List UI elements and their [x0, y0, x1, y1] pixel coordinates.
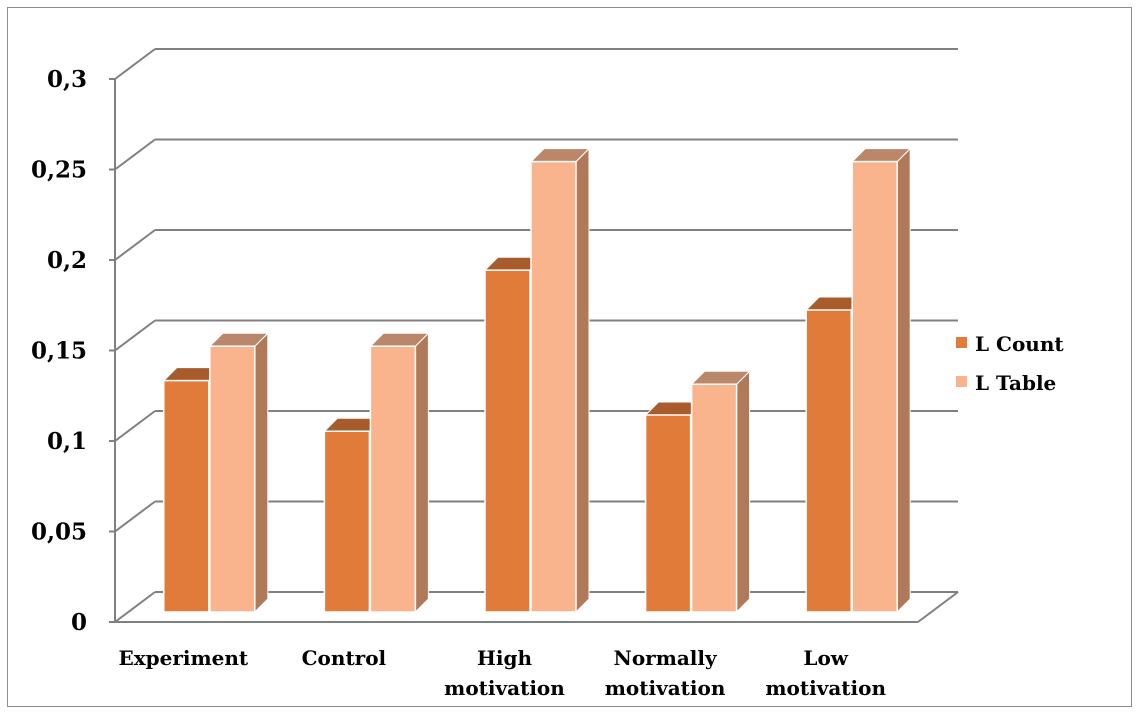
bar-side: [736, 370, 751, 614]
bar-front: [369, 345, 417, 613]
y-tick-label: 0: [71, 609, 87, 636]
y-tick-label: 0,15: [31, 338, 87, 365]
bar-front: [805, 309, 852, 613]
bar-front: [644, 414, 692, 613]
y-tick-label: 0,25: [31, 157, 87, 184]
gridline-depth: [114, 48, 156, 80]
bar: [690, 370, 751, 614]
y-tick-label: 0,3: [47, 66, 87, 93]
bar: [529, 147, 591, 614]
bars: [162, 147, 912, 614]
gridline-depth: [114, 319, 156, 352]
bar: [369, 332, 430, 614]
gridline-depth: [114, 138, 156, 171]
bar-front: [484, 269, 531, 613]
y-axis-tick-labels: 0 0,05 0,1 0,15 0,2 0,25 0,3: [31, 66, 87, 636]
y-tick-label: 0,1: [47, 428, 87, 455]
legend-label: L Count: [975, 332, 1064, 356]
bar-side: [254, 332, 269, 614]
x-category-label: Low: [803, 646, 848, 670]
legend-swatch: [956, 337, 967, 348]
x-category-label: motivation: [765, 676, 886, 700]
legend-swatch: [956, 376, 967, 387]
floor-right-edge: [917, 591, 959, 623]
gridline-depth: [114, 410, 156, 442]
bar: [208, 332, 270, 614]
x-category-label: Normally: [614, 646, 718, 670]
x-category-label: motivation: [605, 676, 726, 700]
bar: [850, 147, 912, 614]
legend: L Count L Table: [956, 332, 1064, 395]
bar-front: [690, 383, 738, 613]
y-tick-label: 0,05: [31, 519, 87, 546]
bar-front: [163, 379, 210, 613]
x-category-label: High: [477, 646, 532, 670]
bar-side: [896, 147, 911, 614]
x-axis-category-labels: Experiment Control High motivation Normally m…: [118, 646, 886, 700]
legend-label: L Table: [975, 371, 1056, 395]
bar: [644, 400, 705, 614]
bar-front: [530, 160, 577, 613]
gridline-depth: [114, 229, 156, 261]
bar-front: [851, 160, 898, 613]
y-tick-label: 0,2: [47, 247, 87, 274]
x-category-label: Control: [302, 646, 387, 670]
x-category-label: Experiment: [118, 646, 248, 670]
bar-side: [575, 147, 590, 614]
bar-side: [414, 332, 429, 614]
bar-front: [323, 430, 371, 613]
x-category-label: motivation: [444, 676, 565, 700]
gridline-depth: [114, 591, 156, 623]
gridline-depth: [114, 500, 156, 533]
bar-front: [209, 345, 256, 613]
